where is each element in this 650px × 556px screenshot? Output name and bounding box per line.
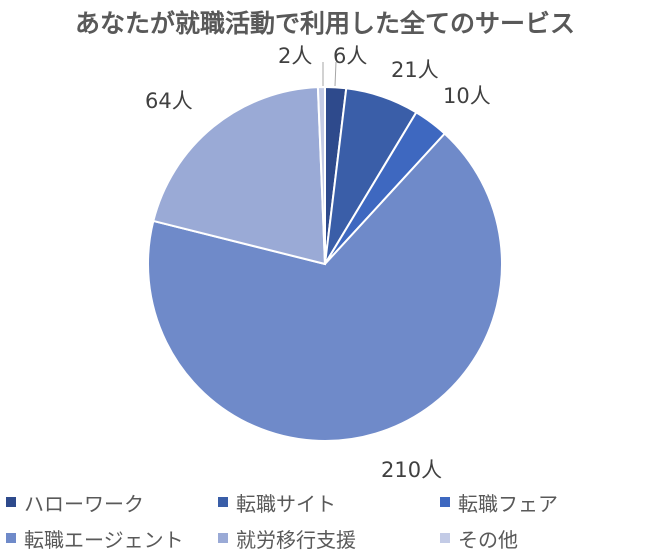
data-label-transition: 64人 (145, 89, 193, 113)
chart-legend: ハローワーク 転職サイト 転職フェア 転職エージェント 就労移行支援 その他 (6, 484, 646, 556)
pie-slice-transition (152, 86, 327, 266)
legend-row-1: ハローワーク 転職サイト 転職フェア (6, 484, 646, 520)
data-label-hello-work: 6人 (333, 44, 368, 68)
data-label-other: 2人 (278, 44, 313, 68)
legend-row-2: 転職エージェント 就労移行支援 その他 (6, 520, 646, 556)
legend-label: 転職サイト (236, 491, 336, 516)
legend-swatch-icon (6, 497, 16, 507)
legend-label: 就労移行支援 (236, 527, 356, 552)
legend-swatch-icon (440, 533, 450, 543)
leader-lines (322, 61, 337, 87)
legend-swatch-icon (218, 533, 228, 543)
data-label-job-fair: 10人 (443, 84, 491, 108)
pie-slice-other (316, 85, 326, 265)
legend-label: 転職エージェント (24, 527, 184, 552)
legend-label: その他 (458, 527, 518, 552)
legend-swatch-icon (6, 533, 16, 543)
chart-title: あなたが就職活動で利用した全てのサービス (74, 9, 575, 38)
legend-label: 転職フェア (458, 491, 558, 516)
legend-item-job-fair: 転職フェア (440, 488, 558, 517)
legend-swatch-icon (218, 497, 228, 507)
data-label-agent: 210人 (381, 458, 443, 482)
legend-item-job-site: 転職サイト (218, 488, 440, 517)
data-label-job-site: 21人 (391, 58, 439, 82)
pie-slices (147, 85, 503, 442)
legend-swatch-icon (440, 497, 450, 507)
pie-slice-agent (147, 132, 503, 442)
legend-item-agent: 転職エージェント (6, 524, 218, 553)
legend-label: ハローワーク (24, 491, 144, 516)
legend-item-other: その他 (440, 524, 518, 553)
legend-item-hello-work: ハローワーク (6, 488, 218, 517)
legend-item-transition: 就労移行支援 (218, 524, 440, 553)
